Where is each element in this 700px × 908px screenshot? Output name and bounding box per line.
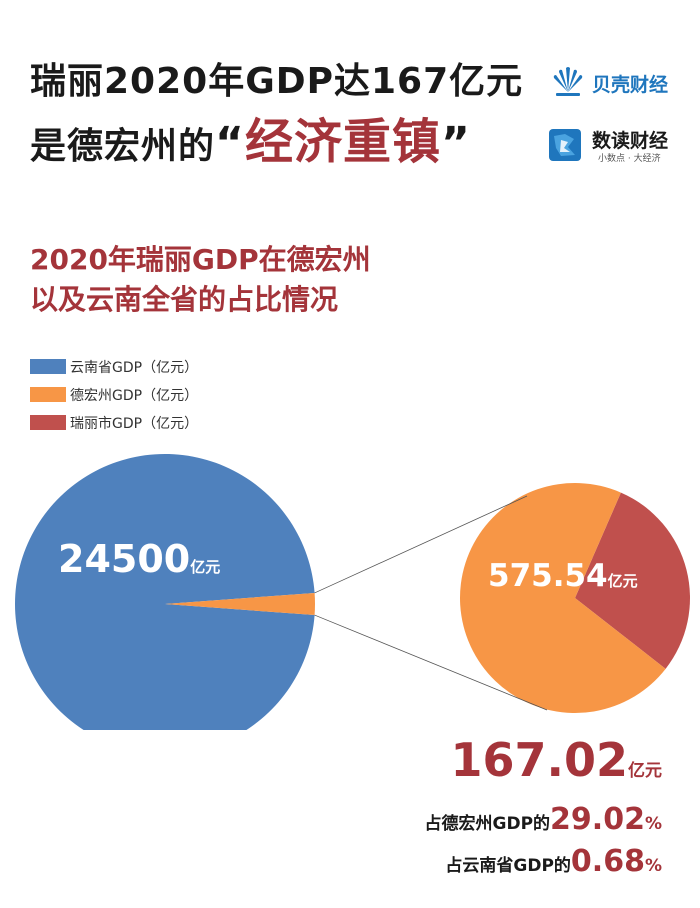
shell-icon [553,67,583,96]
share-of-dehong-value: 29.02% [550,802,662,837]
chart-legend: 云南省GDP（亿元） 德宏州GDP（亿元） 瑞丽市GDP（亿元） [30,354,198,438]
legend-swatch-yunnan [30,359,66,374]
connector-line-bottom [314,614,548,711]
legend-label-dehong: 德宏州GDP（亿元） [70,387,199,404]
shudu-logo-tagline: 小数点 · 大经济 [598,154,661,164]
legend-swatch-ruili [30,415,66,430]
connector-line-top [314,495,528,594]
yunnan-data-label-number: 24500 [58,537,190,581]
share-of-dehong: 占德宏州GDP的29.02% [425,801,662,843]
yunnan-slice [15,454,315,730]
legend-item-ruili: 瑞丽市GDP（亿元） [30,410,198,435]
dehong-data-label: 575.54亿元 [488,558,638,594]
headline-line2: 是德宏州的“经济重镇” [30,112,530,177]
shudu-logo-name: 数读财经 [592,130,669,152]
share-of-yunnan-number: 0.68 [570,844,645,879]
dehong-remaining-slice [460,483,666,713]
legend-swatch-dehong [30,387,66,402]
dehong-data-label-unit: 亿元 [608,572,638,590]
share-of-dehong-prefix: 占德宏州GDP的 [424,814,551,834]
share-of-yunnan-unit: % [644,856,662,876]
chart-title-line2: 以及云南全省的占比情况 [30,283,339,316]
ruili-value-label: 167.02亿元 [425,730,662,801]
chart-title-line1: 2020年瑞丽GDP在德宏州 [30,243,371,276]
share-of-yunnan-value: 0.68% [571,844,662,879]
shudu-logo: 数读财经 小数点 · 大经济 [548,126,678,166]
headline-line2-prefix: 是德宏州的 [30,126,216,167]
ruili-value-number: 167.02 [450,733,628,787]
beike-logo: 贝壳财经 [548,66,678,100]
headline-line1: 瑞丽2020年GDP达167亿元 [30,61,524,102]
legend-item-yunnan: 云南省GDP（亿元） [30,354,198,379]
ruili-callout: 167.02亿元 占德宏州GDP的29.02% 占云南省GDP的0.68% [425,730,662,885]
ruili-value-unit: 亿元 [628,761,662,781]
legend-item-dehong: 德宏州GDP（亿元） [30,382,198,407]
dehong-data-label-number: 575.54 [488,558,608,594]
chart-title: 2020年瑞丽GDP在德宏州 以及云南全省的占比情况 [30,240,670,320]
share-of-dehong-unit: % [644,814,662,834]
yunnan-data-label-unit: 亿元 [190,558,220,576]
share-of-dehong-number: 29.02 [550,802,645,837]
headline-quote-open: “ [215,118,245,169]
shudu-mark-icon [549,129,581,161]
headline-emphasis: 经济重镇 [244,114,441,170]
pie-of-pie-chart: 24500亿元 575.54亿元 [15,454,690,730]
dehong-slice-in-yunnan [165,592,315,616]
yunnan-data-label: 24500亿元 [58,537,220,581]
legend-label-yunnan: 云南省GDP（亿元） [70,359,199,376]
legend-label-ruili: 瑞丽市GDP（亿元） [70,415,199,432]
headline-quote-close: ” [440,118,471,169]
share-of-yunnan: 占云南省GDP的0.68% [425,843,662,885]
share-of-yunnan-prefix: 占云南省GDP的 [445,856,571,876]
ruili-slice [575,492,690,669]
headline: 瑞丽2020年GDP达167亿元 是德宏州的“经济重镇” [30,58,530,177]
beike-logo-name: 贝壳财经 [592,74,669,96]
